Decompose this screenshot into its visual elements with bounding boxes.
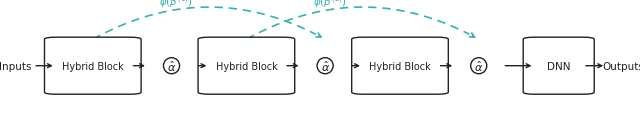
Ellipse shape (163, 58, 180, 74)
FancyBboxPatch shape (198, 38, 295, 94)
Text: $\phi(\beta^{(1)})$: $\phi(\beta^{(1)})$ (159, 0, 193, 10)
Text: DNN: DNN (547, 61, 570, 71)
Text: $\hat{\alpha}$: $\hat{\alpha}$ (167, 59, 176, 73)
Text: Hybrid Block: Hybrid Block (216, 61, 277, 71)
Ellipse shape (317, 58, 333, 74)
Text: Hybrid Block: Hybrid Block (369, 61, 431, 71)
FancyBboxPatch shape (352, 38, 448, 94)
Text: Hybrid Block: Hybrid Block (62, 61, 124, 71)
FancyBboxPatch shape (524, 38, 595, 94)
Text: Inputs: Inputs (0, 61, 31, 71)
Text: Outputs: Outputs (602, 61, 640, 71)
Text: $\phi(\beta^{(2)})$: $\phi(\beta^{(2)})$ (312, 0, 347, 10)
Text: $\hat{\alpha}$: $\hat{\alpha}$ (321, 59, 330, 73)
Text: $\hat{\alpha}$: $\hat{\alpha}$ (474, 59, 483, 73)
Ellipse shape (470, 58, 487, 74)
FancyBboxPatch shape (44, 38, 141, 94)
